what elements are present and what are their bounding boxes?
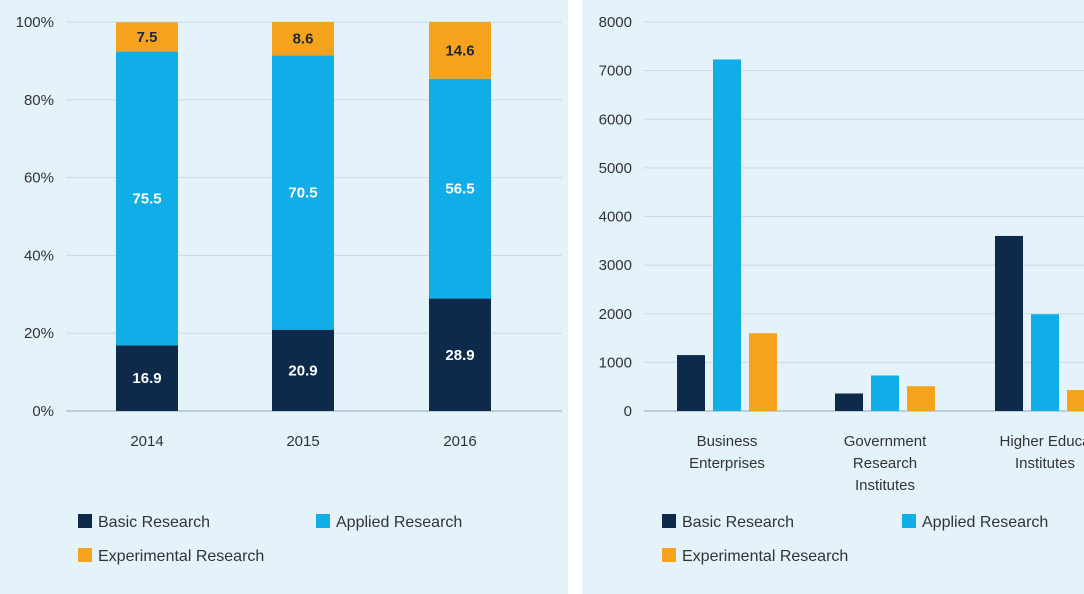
y-tick-label: 0 [624, 403, 632, 420]
y-tick-label: 60% [24, 170, 54, 187]
data-label-applied: 75.5 [132, 190, 161, 207]
legend-label-basic: Basic Research [98, 514, 210, 531]
data-label-experimental: 8.6 [293, 31, 314, 48]
y-tick-label: 7000 [599, 63, 632, 80]
bar-segment-basic [116, 345, 178, 411]
bar-segment-basic [429, 298, 491, 411]
y-tick-label: 5000 [599, 160, 632, 177]
legend-swatch-applied [902, 514, 916, 528]
x-tick-label: Research [853, 455, 917, 472]
bar-basic [835, 393, 863, 411]
bar-segment-applied [116, 51, 178, 346]
y-tick-label: 0% [32, 403, 54, 420]
legend-label-basic: Basic Research [682, 514, 794, 531]
legend-swatch-experimental [78, 548, 92, 562]
data-label-experimental: 14.6 [445, 42, 474, 59]
legend-swatch-basic [78, 514, 92, 528]
data-label-applied: 70.5 [288, 185, 317, 202]
data-label-experimental: 7.5 [137, 29, 158, 46]
data-label-basic: 20.9 [288, 362, 317, 379]
bar-segment-applied [429, 78, 491, 299]
bar-segment-experimental [272, 22, 334, 56]
bar-experimental [749, 333, 777, 411]
x-tick-label: 2015 [286, 433, 319, 450]
y-tick-label: 80% [24, 92, 54, 109]
x-tick-label: Business [697, 433, 758, 450]
bar-experimental [1067, 390, 1084, 411]
legend-swatch-basic [662, 514, 676, 528]
stacked-percentage-bar-chart: 0% 20% 40% 60% 80% 100% 16.9 75.5 7.5 2014 20.9 70.… [16, 14, 562, 565]
x-tick-label: Higher Educa [1000, 433, 1084, 450]
legend-label-experimental: Experimental Research [98, 548, 264, 565]
y-tick-label: 20% [24, 325, 54, 342]
y-tick-label: 6000 [599, 111, 632, 128]
y-tick-label: 40% [24, 247, 54, 264]
legend-label-experimental: Experimental Research [682, 548, 848, 565]
y-tick-label: 2000 [599, 306, 632, 323]
bar-applied [1031, 314, 1059, 411]
legend-swatch-applied [316, 514, 330, 528]
x-tick-label: Institutes [1015, 455, 1075, 472]
data-label-applied: 56.5 [445, 181, 474, 198]
legend-label-applied: Applied Research [922, 514, 1048, 531]
bar-applied [713, 59, 741, 411]
y-tick-label: 3000 [599, 257, 632, 274]
y-tick-label: 1000 [599, 354, 632, 371]
y-tick-label: 8000 [599, 14, 632, 31]
bar-segment-basic [272, 329, 334, 411]
x-tick-label: 2016 [443, 433, 476, 450]
x-tick-label: 2014 [130, 433, 163, 450]
bar-basic [995, 235, 1023, 411]
data-label-basic: 28.9 [445, 347, 474, 364]
bar-segment-experimental [116, 22, 178, 52]
x-tick-label: Enterprises [689, 455, 765, 472]
bar-experimental [907, 386, 935, 411]
panel-divider [568, 0, 582, 594]
x-tick-label: Government [844, 433, 927, 450]
data-label-basic: 16.9 [132, 370, 161, 387]
bar-basic [677, 355, 705, 411]
legend-swatch-experimental [662, 548, 676, 562]
bar-segment-applied [272, 55, 334, 330]
grouped-bar-chart: 0 1000 2000 3000 4000 5000 6000 7000 8000 Busines… [599, 14, 1084, 565]
x-tick-label: Institutes [855, 477, 915, 494]
bar-applied [871, 375, 899, 411]
y-tick-label: 4000 [599, 209, 632, 226]
y-tick-label: 100% [16, 14, 54, 31]
legend-label-applied: Applied Research [336, 514, 462, 531]
bar-segment-experimental [429, 22, 491, 79]
